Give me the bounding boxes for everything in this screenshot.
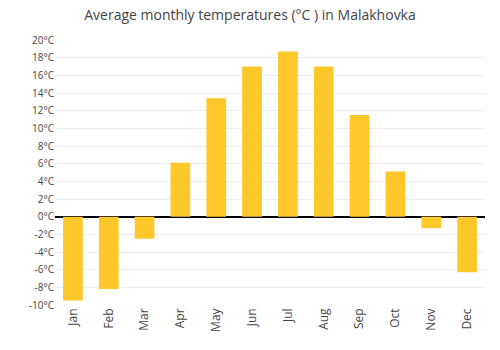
svg-text:8°C: 8°C [38,139,54,153]
svg-text:Apr: Apr [171,308,188,328]
svg-text:Aug: Aug [315,308,332,330]
svg-text:-6°C: -6°C [34,262,54,276]
svg-text:2°C: 2°C [38,192,54,206]
svg-text:Dec: Dec [458,308,475,329]
svg-text:Mar: Mar [135,308,152,330]
svg-text:Sep: Sep [350,308,367,329]
svg-text:Jun: Jun [243,308,260,327]
svg-text:16°C: 16°C [32,68,54,82]
svg-text:Nov: Nov [422,308,439,330]
svg-text:Feb: Feb [100,308,117,328]
svg-text:20°C: 20°C [32,33,54,47]
svg-text:Average monthly temperatures (: Average monthly temperatures (°C ) in Ma… [84,5,416,24]
svg-text:10°C: 10°C [32,121,54,135]
svg-text:May: May [207,307,224,331]
svg-text:14°C: 14°C [32,86,54,100]
svg-text:12°C: 12°C [32,103,54,117]
svg-text:-8°C: -8°C [34,280,54,294]
svg-text:6°C: 6°C [38,156,54,170]
svg-text:-4°C: -4°C [34,245,54,259]
svg-text:Jul: Jul [279,308,296,323]
svg-text:0°C: 0°C [38,209,54,223]
svg-text:Jan: Jan [64,308,81,326]
svg-text:-2°C: -2°C [34,227,54,241]
svg-text:18°C: 18°C [32,50,54,64]
svg-text:Oct: Oct [386,308,403,327]
svg-text:4°C: 4°C [38,174,54,188]
svg-text:-10°C: -10°C [29,298,54,312]
